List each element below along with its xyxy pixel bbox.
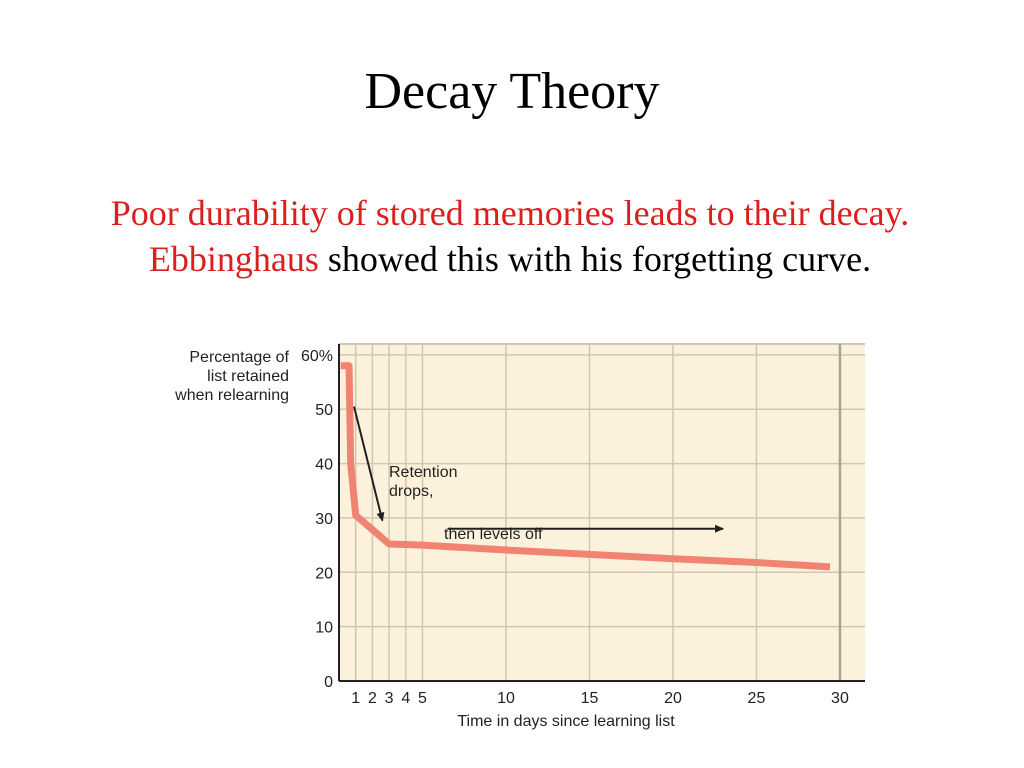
y-tick-label: 0 [324, 674, 333, 691]
y-tick-label: 40 [315, 457, 333, 474]
x-tick-label: 10 [497, 690, 515, 707]
y-tick-label: 20 [315, 565, 333, 582]
retention-annotation: drops, [389, 483, 433, 500]
x-tick-label: 1 [351, 690, 360, 707]
x-tick-label: 3 [385, 690, 394, 707]
y-axis-label: list retained [207, 368, 289, 385]
levels-off-annotation: then levels off [444, 526, 543, 543]
x-tick-label: 25 [748, 690, 766, 707]
y-tick-label: 30 [315, 511, 333, 528]
x-tick-label: 15 [581, 690, 599, 707]
y-axis-label: when relearning [174, 387, 289, 404]
x-tick-label: 30 [831, 690, 849, 707]
y-tick-label: 60% [301, 348, 333, 365]
body-text-black: showed this with his forgetting curve. [318, 239, 872, 279]
slide-title: Decay Theory [364, 63, 660, 120]
y-tick-label: 10 [315, 620, 333, 637]
retention-arrow [353, 406, 385, 522]
slide-body-text: Poor durability of stored memories leads… [110, 190, 910, 282]
retention-annotation: Retention [389, 464, 458, 481]
x-tick-label: 20 [664, 690, 682, 707]
body-text-red-1: Poor durability of stored memories leads… [110, 193, 910, 233]
plot-background [339, 344, 865, 681]
x-tick-label: 4 [401, 690, 410, 707]
y-axis-label: Percentage of [189, 349, 289, 366]
x-tick-label: 5 [418, 690, 427, 707]
x-tick-label: 2 [368, 690, 377, 707]
y-tick-label: 50 [315, 402, 333, 419]
body-text-ebbinghaus: Ebbinghaus [148, 239, 319, 279]
x-axis-label: Time in days since learning list [457, 713, 675, 730]
forgetting-curve-line [340, 362, 831, 571]
